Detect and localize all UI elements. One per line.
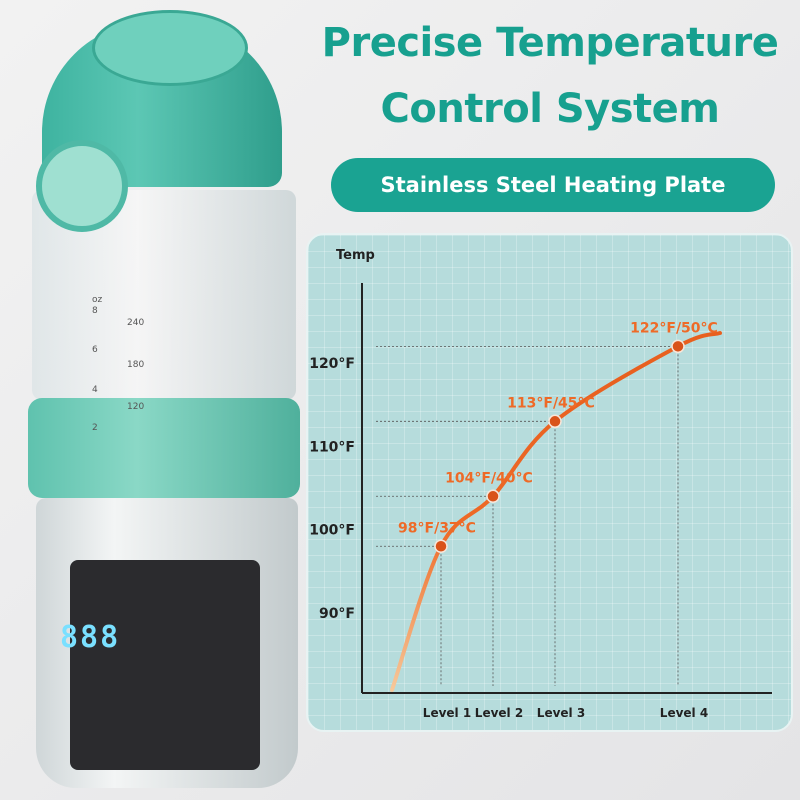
x-tick-label: Level 2 bbox=[475, 706, 523, 720]
data-label: 104°F/40°C bbox=[445, 470, 533, 486]
y-tick-label: 90°F bbox=[319, 606, 355, 622]
led-display: 888 bbox=[60, 620, 121, 655]
circuit-board bbox=[70, 560, 260, 770]
chart-card bbox=[306, 233, 793, 732]
x-tick-label: Level 4 bbox=[660, 706, 708, 720]
ml-mark: 120 bbox=[127, 402, 145, 412]
data-label: 122°F/50°C bbox=[630, 320, 718, 336]
x-tick-label: Level 1 bbox=[423, 706, 471, 720]
oz-mark: 8 bbox=[92, 306, 98, 316]
oz-mark: 4 bbox=[92, 385, 98, 395]
oz-mark: 6 bbox=[92, 345, 98, 355]
bottle-band bbox=[28, 398, 300, 498]
data-point bbox=[486, 489, 500, 504]
headline-line-1: Precise Temperature bbox=[321, 20, 779, 66]
oz-mark: 2 bbox=[92, 423, 98, 433]
lid-button bbox=[36, 140, 128, 232]
data-label: 113°F/45°C bbox=[507, 395, 595, 411]
y-tick-label: 110°F bbox=[309, 439, 355, 455]
y-tick-label: 100°F bbox=[309, 523, 355, 539]
x-tick-label: Level 3 bbox=[537, 706, 585, 720]
ml-mark: 180 bbox=[127, 360, 145, 370]
data-label: 98°F/37°C bbox=[398, 520, 476, 536]
oz-label: oz bbox=[92, 295, 103, 305]
bottle-lid-cap bbox=[92, 10, 248, 86]
y-tick-label: 120°F bbox=[309, 356, 355, 372]
temperature-curve bbox=[390, 331, 722, 692]
ml-mark: 240 bbox=[127, 318, 145, 328]
y-axis-label: Temp bbox=[336, 248, 375, 263]
data-point bbox=[671, 339, 685, 354]
data-point bbox=[548, 414, 562, 429]
feature-badge: Stainless Steel Heating Plate bbox=[331, 158, 775, 212]
data-point bbox=[434, 539, 448, 554]
headline-line-2: Control System bbox=[380, 86, 720, 132]
